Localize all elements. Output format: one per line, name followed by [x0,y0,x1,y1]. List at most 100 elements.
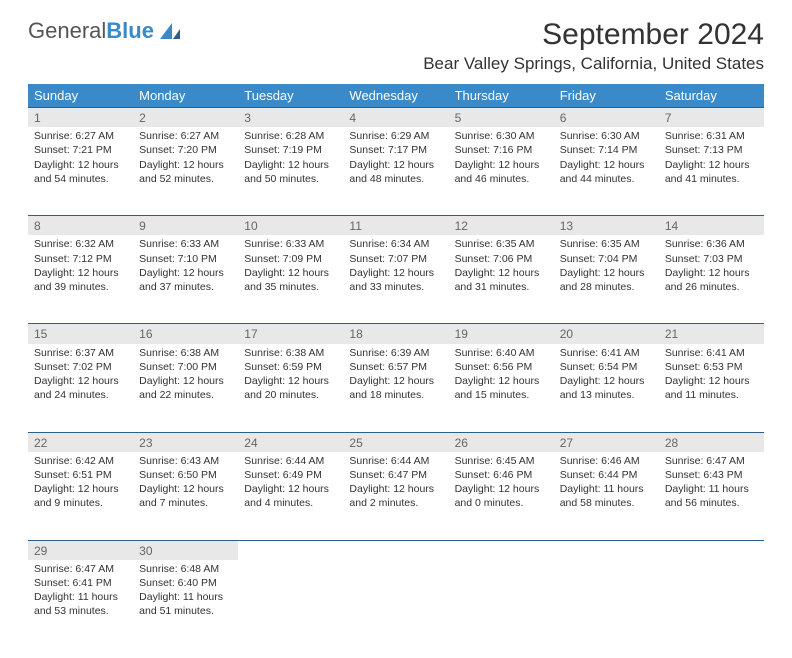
day-detail-line: Sunrise: 6:37 AM [34,346,127,360]
day-data-row: Sunrise: 6:42 AMSunset: 6:51 PMDaylight:… [28,452,764,541]
day-detail-line: Sunset: 6:56 PM [455,360,548,374]
day-detail-line: and 52 minutes. [139,172,232,186]
day-cell [554,560,659,648]
day-cell: Sunrise: 6:41 AMSunset: 6:54 PMDaylight:… [554,344,659,433]
day-detail-line: Sunset: 6:59 PM [244,360,337,374]
day-number: 2 [133,108,238,128]
weekday-header: Saturday [659,84,764,108]
brand-sail-icon [158,21,184,41]
day-detail-line: and 4 minutes. [244,496,337,510]
day-detail-line: and 56 minutes. [665,496,758,510]
day-detail-line: and 20 minutes. [244,388,337,402]
day-detail-line: Sunrise: 6:45 AM [455,454,548,468]
day-detail-line: Daylight: 11 hours [665,482,758,496]
title-block: September 2024 Bear Valley Springs, Cali… [423,18,764,80]
day-detail-line: Daylight: 12 hours [139,482,232,496]
day-detail-line: Sunrise: 6:35 AM [455,237,548,251]
day-number: 14 [659,216,764,236]
day-detail-line: and 48 minutes. [349,172,442,186]
day-cell: Sunrise: 6:40 AMSunset: 6:56 PMDaylight:… [449,344,554,433]
day-detail-line: and 2 minutes. [349,496,442,510]
day-number-row: 1234567 [28,108,764,128]
day-detail-line: and 9 minutes. [34,496,127,510]
day-detail-line: Daylight: 12 hours [349,374,442,388]
day-detail-line: Daylight: 12 hours [560,374,653,388]
day-detail-line: Daylight: 12 hours [455,374,548,388]
day-detail-line: and 41 minutes. [665,172,758,186]
day-number: 17 [238,324,343,344]
day-detail-line: Daylight: 11 hours [560,482,653,496]
day-number: 11 [343,216,448,236]
day-number: 30 [133,540,238,560]
day-number-row: 15161718192021 [28,324,764,344]
day-number [449,540,554,560]
calendar-table: Sunday Monday Tuesday Wednesday Thursday… [28,84,764,648]
day-detail-line: Sunrise: 6:42 AM [34,454,127,468]
day-cell: Sunrise: 6:34 AMSunset: 7:07 PMDaylight:… [343,235,448,324]
day-number: 23 [133,432,238,452]
day-number: 22 [28,432,133,452]
day-detail-line: Sunset: 6:46 PM [455,468,548,482]
day-detail-line: Sunrise: 6:29 AM [349,129,442,143]
day-detail-line: Sunrise: 6:41 AM [665,346,758,360]
day-detail-line: and 13 minutes. [560,388,653,402]
day-detail-line: Daylight: 12 hours [349,482,442,496]
day-number: 8 [28,216,133,236]
day-detail-line: Sunset: 7:07 PM [349,252,442,266]
day-detail-line: and 28 minutes. [560,280,653,294]
day-cell: Sunrise: 6:44 AMSunset: 6:47 PMDaylight:… [343,452,448,541]
day-detail-line: and 22 minutes. [139,388,232,402]
day-detail-line: Sunrise: 6:30 AM [455,129,548,143]
day-detail-line: Daylight: 12 hours [349,158,442,172]
day-detail-line: Sunrise: 6:32 AM [34,237,127,251]
brand-logo: GeneralBlue [28,18,184,44]
day-cell [449,560,554,648]
day-number [554,540,659,560]
weekday-header: Sunday [28,84,133,108]
day-detail-line: Daylight: 11 hours [139,590,232,604]
day-detail-line: Daylight: 12 hours [34,374,127,388]
day-detail-line: Sunset: 6:47 PM [349,468,442,482]
day-cell: Sunrise: 6:29 AMSunset: 7:17 PMDaylight:… [343,127,448,216]
day-detail-line: Sunset: 7:20 PM [139,143,232,157]
day-detail-line: Sunset: 6:49 PM [244,468,337,482]
day-number: 26 [449,432,554,452]
day-number-row: 2930 [28,540,764,560]
day-cell: Sunrise: 6:44 AMSunset: 6:49 PMDaylight:… [238,452,343,541]
weekday-header: Thursday [449,84,554,108]
day-detail-line: Sunset: 7:14 PM [560,143,653,157]
day-cell: Sunrise: 6:42 AMSunset: 6:51 PMDaylight:… [28,452,133,541]
day-number: 18 [343,324,448,344]
day-detail-line: Sunrise: 6:36 AM [665,237,758,251]
day-detail-line: Sunrise: 6:48 AM [139,562,232,576]
day-number: 29 [28,540,133,560]
day-cell: Sunrise: 6:36 AMSunset: 7:03 PMDaylight:… [659,235,764,324]
day-detail-line: Sunrise: 6:28 AM [244,129,337,143]
day-number: 28 [659,432,764,452]
day-cell: Sunrise: 6:39 AMSunset: 6:57 PMDaylight:… [343,344,448,433]
day-number: 3 [238,108,343,128]
day-detail-line: Daylight: 12 hours [244,158,337,172]
day-detail-line: Sunset: 6:54 PM [560,360,653,374]
day-detail-line: Sunset: 7:00 PM [139,360,232,374]
day-detail-line: Sunset: 6:43 PM [665,468,758,482]
day-number: 13 [554,216,659,236]
day-number [238,540,343,560]
day-detail-line: and 24 minutes. [34,388,127,402]
weekday-header: Tuesday [238,84,343,108]
day-detail-line: Sunset: 7:09 PM [244,252,337,266]
day-number-row: 22232425262728 [28,432,764,452]
day-data-row: Sunrise: 6:32 AMSunset: 7:12 PMDaylight:… [28,235,764,324]
month-title: September 2024 [423,18,764,52]
day-detail-line: Sunset: 7:12 PM [34,252,127,266]
day-cell: Sunrise: 6:37 AMSunset: 7:02 PMDaylight:… [28,344,133,433]
day-cell: Sunrise: 6:33 AMSunset: 7:09 PMDaylight:… [238,235,343,324]
day-detail-line: and 46 minutes. [455,172,548,186]
day-detail-line: Daylight: 12 hours [34,266,127,280]
day-number: 6 [554,108,659,128]
day-detail-line: and 7 minutes. [139,496,232,510]
day-detail-line: Sunrise: 6:47 AM [34,562,127,576]
day-detail-line: and 31 minutes. [455,280,548,294]
brand-part1: General [28,18,106,44]
day-detail-line: and 18 minutes. [349,388,442,402]
